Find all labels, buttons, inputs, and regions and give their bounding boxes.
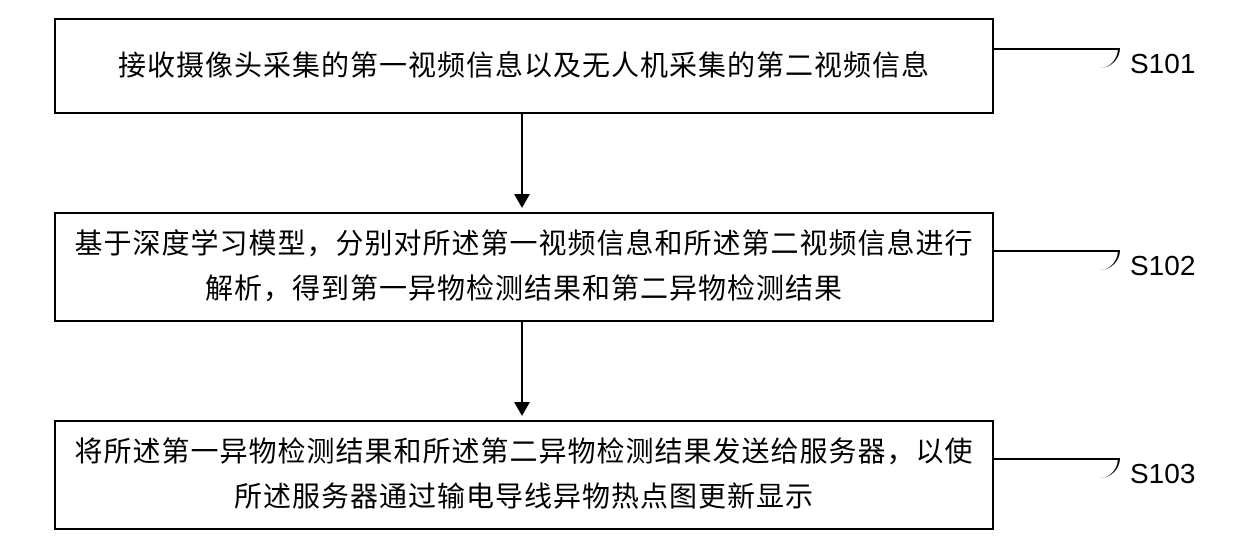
flow-step-text: 基于深度学习模型，分别对所述第一视频信息和所述第二视频信息进行解析，得到第一异物… — [74, 222, 974, 312]
arrow-head-icon — [514, 402, 530, 416]
flow-arrow — [514, 114, 530, 208]
flow-step-label: S102 — [1130, 250, 1195, 282]
flow-step-label: S101 — [1130, 48, 1195, 80]
arrow-shaft — [521, 114, 523, 194]
flow-arrow — [514, 322, 530, 416]
label-connector — [994, 250, 1120, 270]
flow-step-text: 接收摄像头采集的第一视频信息以及无人机采集的第二视频信息 — [118, 44, 930, 89]
arrow-head-icon — [514, 194, 530, 208]
label-connector — [994, 48, 1120, 68]
flow-step-text: 将所述第一异物检测结果和所述第二异物检测结果发送给服务器，以使所述服务器通过输电… — [74, 430, 974, 520]
flow-step-label: S103 — [1130, 458, 1195, 490]
flowchart-canvas: 接收摄像头采集的第一视频信息以及无人机采集的第二视频信息 S101 基于深度学习… — [0, 0, 1240, 558]
label-connector — [994, 458, 1120, 478]
flow-step-box: 将所述第一异物检测结果和所述第二异物检测结果发送给服务器，以使所述服务器通过输电… — [54, 420, 994, 530]
flow-step-box: 接收摄像头采集的第一视频信息以及无人机采集的第二视频信息 — [54, 18, 994, 114]
arrow-shaft — [521, 322, 523, 402]
flow-step-box: 基于深度学习模型，分别对所述第一视频信息和所述第二视频信息进行解析，得到第一异物… — [54, 212, 994, 322]
